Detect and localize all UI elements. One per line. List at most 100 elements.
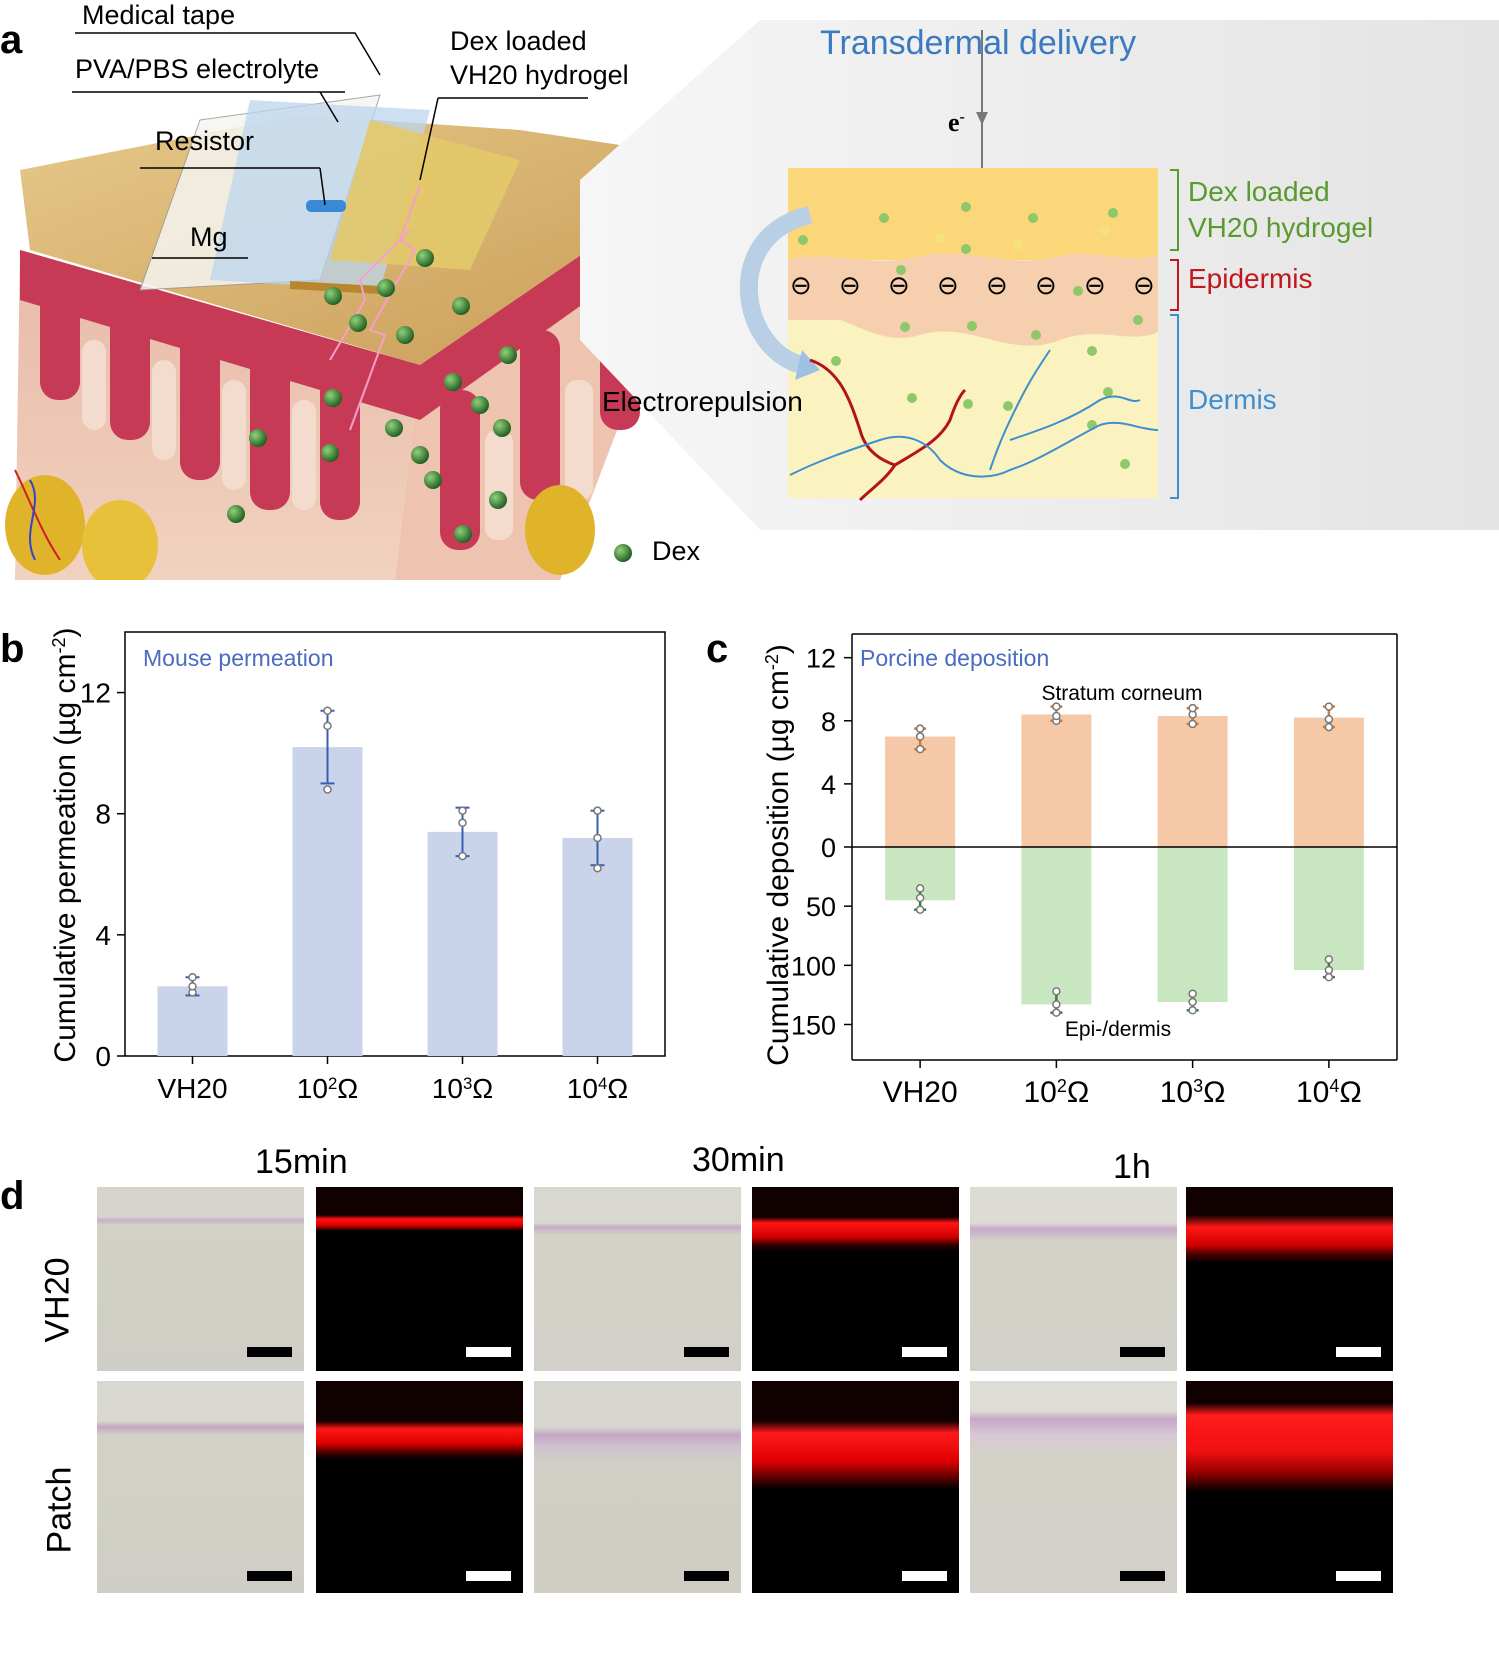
data-point xyxy=(915,884,925,893)
charge-symbol-4: ⊖ xyxy=(937,270,959,300)
scale-bar xyxy=(1120,1347,1165,1357)
charge-symbol-6: ⊖ xyxy=(1035,270,1057,300)
callout-dex-loaded: Dex loaded xyxy=(450,26,587,56)
y-tick-label: 4 xyxy=(821,770,836,800)
data-point xyxy=(1324,965,1334,975)
data-point xyxy=(593,806,602,815)
callout-vh20-hydrogel: VH20 hydrogel xyxy=(450,60,629,90)
data-point xyxy=(1324,702,1334,711)
scale-bar xyxy=(466,1571,511,1581)
bar-stratum-corneum xyxy=(1293,717,1364,847)
layer-label-hydrogel-1: Dex loaded xyxy=(1188,176,1330,207)
callout-resistor: Resistor xyxy=(155,126,255,156)
column-label-30min: 30min xyxy=(692,1141,785,1179)
x-tick-label: 102Ω xyxy=(1023,1076,1089,1109)
callout-pva-pbs: PVA/PBS electrolyte xyxy=(75,54,320,84)
bar xyxy=(562,837,633,1056)
x-tick-label: 103Ω xyxy=(432,1073,493,1104)
data-point xyxy=(458,818,467,828)
scale-bar xyxy=(684,1571,729,1581)
y-tick-label: 0 xyxy=(821,833,836,863)
data-point xyxy=(915,905,925,914)
scale-bar xyxy=(902,1571,947,1581)
bar xyxy=(427,831,498,1056)
bar xyxy=(157,986,228,1056)
data-point xyxy=(915,732,925,741)
bar xyxy=(292,747,363,1056)
callout-mg: Mg xyxy=(190,222,228,252)
scale-bar xyxy=(1336,1347,1381,1357)
brightfield-patch-1h xyxy=(970,1381,1177,1593)
fluorescence-vh20-15min xyxy=(316,1187,523,1371)
chart-annotation: Porcine deposition xyxy=(860,645,1049,671)
electron-superscript: - xyxy=(959,108,965,126)
y-tick-label: 100 xyxy=(791,951,836,981)
scale-bar xyxy=(466,1347,511,1357)
dex-legend-label: Dex xyxy=(652,536,701,566)
dermis-layer-box xyxy=(788,320,1158,498)
panel-d-label: d xyxy=(0,1174,25,1218)
data-point xyxy=(915,724,925,733)
scale-bar xyxy=(684,1347,729,1357)
y-tick-label: 8 xyxy=(821,707,836,737)
epidermis-layer-box xyxy=(788,253,1158,320)
y-tick-label: 150 xyxy=(791,1011,836,1041)
data-point xyxy=(323,706,332,715)
charge-symbol-1: ⊖ xyxy=(790,270,812,300)
y-tick-label: 50 xyxy=(806,892,836,922)
series-label-epi-dermis: Epi-/dermis xyxy=(1065,1018,1171,1041)
data-point xyxy=(458,806,467,815)
data-point xyxy=(1052,702,1061,711)
brightfield-vh20-15min xyxy=(97,1187,304,1371)
data-point xyxy=(188,973,197,982)
column-label-1h: 1h xyxy=(1113,1148,1151,1186)
row-label-patch: Patch xyxy=(40,1466,79,1554)
y-tick-label: 4 xyxy=(95,920,111,951)
y-tick-label: 12 xyxy=(80,678,111,709)
data-point xyxy=(1324,722,1334,732)
brightfield-vh20-30min xyxy=(534,1187,741,1371)
bar-epi-dermis xyxy=(1021,847,1092,1005)
charge-symbol-2: ⊖ xyxy=(839,270,861,300)
bar-epi-dermis xyxy=(1293,847,1364,971)
scale-bar xyxy=(247,1571,292,1581)
transdermal-title: Transdermal delivery xyxy=(820,24,1137,62)
x-tick-label: 102Ω xyxy=(297,1073,358,1104)
row-label-vh20: VH20 xyxy=(38,1257,77,1343)
panel-b-chart: 0 4 8 12 VH20 102Ω 103Ω 104Ω Mouse permeation Cum… xyxy=(49,627,666,1104)
data-point xyxy=(1188,989,1197,998)
panel-b-label: b xyxy=(0,627,25,671)
brightfield-vh20-1h xyxy=(970,1187,1177,1371)
layer-label-dermis: Dermis xyxy=(1188,384,1277,415)
callout-medical-tape: Medical tape xyxy=(82,0,236,30)
data-point xyxy=(1324,955,1334,964)
bar-stratum-corneum xyxy=(1021,714,1092,847)
x-tick-label: VH20 xyxy=(157,1073,227,1104)
scale-bar xyxy=(1336,1571,1381,1581)
data-point xyxy=(458,851,467,861)
electron-label: e- xyxy=(948,108,965,137)
data-point xyxy=(915,744,925,754)
data-point xyxy=(1188,703,1197,713)
data-point xyxy=(915,893,925,903)
column-label-15min: 15min xyxy=(255,1143,348,1181)
data-point xyxy=(1188,1006,1197,1015)
chart-annotation: Mouse permeation xyxy=(143,645,334,671)
hydrogel-layer xyxy=(330,120,520,270)
data-point xyxy=(1188,997,1197,1007)
transdermal-schematic xyxy=(580,20,1499,530)
x-tick-label: 103Ω xyxy=(1160,1076,1226,1109)
x-tick-label: 104Ω xyxy=(1296,1076,1362,1109)
layer-label-epidermis: Epidermis xyxy=(1188,263,1313,294)
charge-symbol-5: ⊖ xyxy=(986,270,1008,300)
data-point xyxy=(1052,711,1061,721)
brightfield-patch-30min xyxy=(534,1381,741,1593)
fluorescence-vh20-30min xyxy=(752,1187,959,1371)
fluorescence-vh20-1h xyxy=(1186,1187,1393,1371)
data-point xyxy=(1324,972,1334,982)
data-point xyxy=(1052,1000,1061,1009)
charge-symbol-8: ⊖ xyxy=(1133,270,1155,300)
bar-stratum-corneum xyxy=(1157,716,1228,847)
data-point xyxy=(593,833,602,843)
data-point xyxy=(323,785,332,794)
